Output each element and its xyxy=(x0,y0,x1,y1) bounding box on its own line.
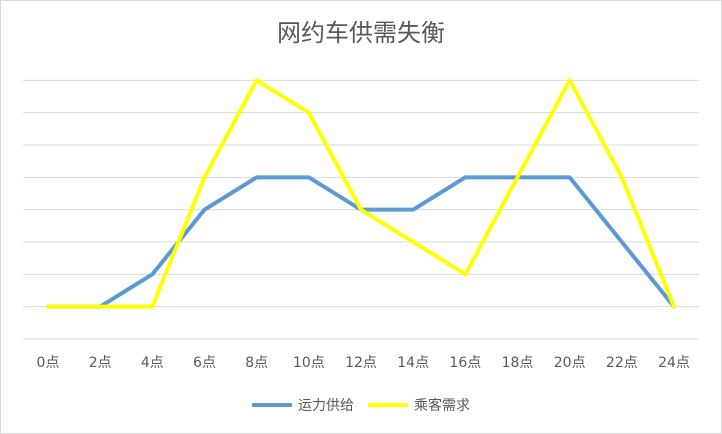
x-tick-label: 10点 xyxy=(293,355,325,371)
series-line-demand xyxy=(46,78,676,309)
x-tick-label: 6点 xyxy=(193,355,216,371)
legend-item-supply: 运力供给 xyxy=(252,395,354,415)
legend: 运力供给 乘客需求 xyxy=(1,395,721,415)
x-tick-label: 20点 xyxy=(554,355,586,371)
legend-swatch-supply xyxy=(252,403,292,407)
x-tick-label: 0点 xyxy=(37,355,60,371)
x-tick-label: 22点 xyxy=(606,355,638,371)
x-tick-label: 16点 xyxy=(449,355,481,371)
x-tick-label: 2点 xyxy=(89,355,112,371)
x-tick-label: 12点 xyxy=(345,355,377,371)
legend-swatch-demand xyxy=(368,403,408,407)
x-tick-label: 18点 xyxy=(502,355,534,371)
chart-title: 网约车供需失衡 xyxy=(277,19,445,47)
x-tick-label: 14点 xyxy=(397,355,429,371)
legend-label-supply: 运力供给 xyxy=(298,398,354,414)
legend-item-demand: 乘客需求 xyxy=(368,395,470,415)
x-tick-label: 4点 xyxy=(141,355,164,371)
legend-label-demand: 乘客需求 xyxy=(414,398,470,414)
x-tick-label: 8点 xyxy=(245,355,268,371)
x-tick-label: 24点 xyxy=(658,355,690,371)
